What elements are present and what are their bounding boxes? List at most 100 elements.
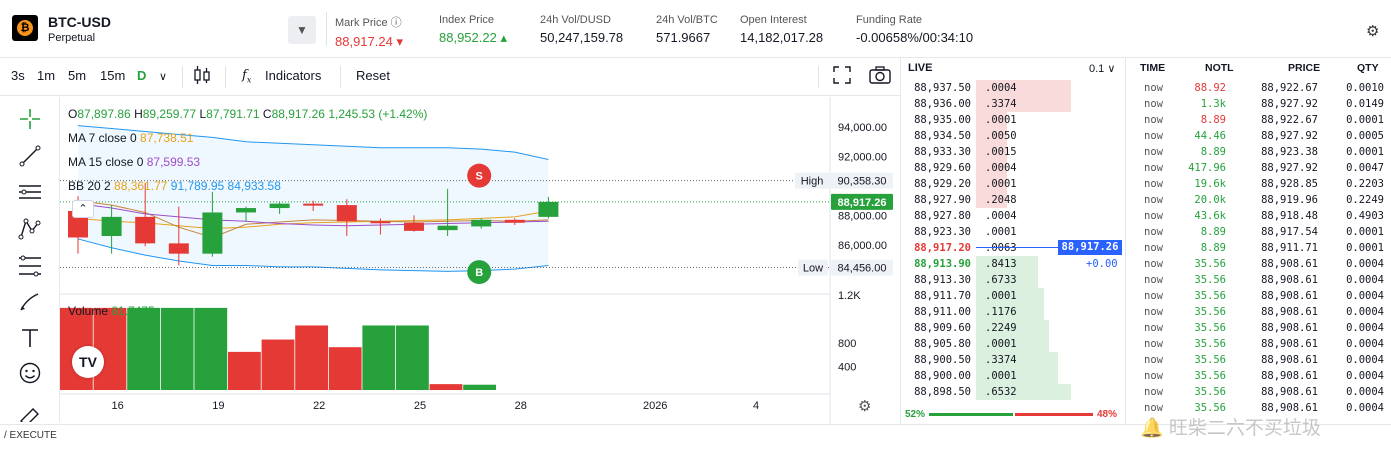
ask-row[interactable]: 88,929.60 .0004	[901, 160, 1126, 176]
interval-1m[interactable]: 1m	[37, 68, 56, 83]
function-fx-icon[interactable]: fx	[242, 68, 252, 85]
ask-row[interactable]: 88,929.20 .0001	[901, 176, 1126, 192]
interval-d[interactable]: D	[137, 68, 147, 83]
trade-time: now	[1144, 82, 1163, 94]
qty-bar	[985, 145, 987, 159]
trend-line-icon[interactable]	[18, 144, 42, 168]
trade-qty: 0.0149	[1346, 98, 1384, 110]
orderbook-step-select[interactable]: 0.1 ∨	[1089, 63, 1116, 75]
stat-label: 24h Vol/BTC	[656, 14, 718, 26]
emoji-icon[interactable]	[18, 361, 42, 385]
depth-bar	[976, 96, 1071, 112]
ask-row[interactable]: 88,927.80 .0004	[901, 208, 1126, 224]
bb-legend[interactable]: BB 20 2 88,361.77 91,789.95 84,933.58	[68, 179, 281, 193]
bid-row[interactable]: 88,909.60 .2249	[901, 320, 1126, 336]
bid-row[interactable]: 88,898.50 .6532	[901, 384, 1126, 400]
trade-row: now 35.56 88,908.61 0.0004	[1126, 256, 1391, 272]
orderbook-price: 88,900.50	[914, 354, 971, 366]
interval-more-chevron-icon[interactable]: ∨	[159, 71, 168, 83]
interval-3s[interactable]: 3s	[11, 68, 25, 83]
qty-bar	[985, 161, 987, 175]
orderbook-price: 88,917.20	[914, 242, 971, 254]
orderbook-qty: .6733	[985, 273, 1017, 287]
qty-bar	[985, 321, 993, 335]
indicators-button[interactable]: Indicators	[265, 68, 322, 83]
depth-bar	[976, 256, 1038, 272]
ask-row[interactable]: 88,933.30 .0015	[901, 144, 1126, 160]
ask-row[interactable]: 88,936.00 .3374	[901, 96, 1126, 112]
interval-15m[interactable]: 15m	[100, 68, 126, 83]
bid-row[interactable]: 88,900.00 .0001	[901, 368, 1126, 384]
orderbook-qty: .0001	[985, 177, 1017, 191]
chart-settings-gear-icon[interactable]: ⚙	[858, 398, 872, 415]
bid-row[interactable]: 88,905.80 .0001	[901, 336, 1126, 352]
collapse-legend-button[interactable]: ⌃	[72, 200, 94, 218]
execute-label[interactable]: / EXECUTE	[4, 430, 57, 441]
bb-label: BB 20 2	[68, 179, 111, 193]
text-icon[interactable]	[18, 326, 42, 350]
qty-bar	[985, 81, 987, 95]
ask-row[interactable]: 88,927.90 .2048	[901, 192, 1126, 208]
ask-row[interactable]: 88,923.30 .0001	[901, 224, 1126, 240]
bid-row[interactable]: 88,913.90 .8413	[901, 256, 1126, 272]
ask-row[interactable]: 88,937.50 .0004	[901, 80, 1126, 96]
depth-bar	[976, 160, 1008, 176]
orderbook-price: 88,911.70	[914, 290, 971, 302]
volume-bar	[228, 351, 261, 390]
horizontal-lines-icon[interactable]	[18, 181, 42, 205]
trade-time: now	[1144, 98, 1163, 110]
high-label-box	[795, 172, 829, 189]
orderbook-qty: .0004	[985, 209, 1017, 223]
toolbar-divider	[225, 66, 226, 88]
trade-row: now 1.3k 88,927.92 0.0149	[1126, 96, 1391, 112]
orderbook-qty: .0001	[985, 337, 1017, 351]
bb-basis-line	[77, 210, 549, 230]
tradingview-logo[interactable]: TV	[72, 346, 104, 378]
reset-button[interactable]: Reset	[356, 68, 390, 83]
depth-bar	[976, 336, 1050, 352]
orderbook-live-label: LIVE	[908, 62, 933, 74]
price-chart[interactable]: 94,000.00 92,000.00 88,000.00 86,000.00 1.2K…	[60, 97, 900, 424]
bid-row[interactable]: 88,911.70 .0001	[901, 288, 1126, 304]
trade-notional: 417.96	[1188, 162, 1226, 174]
pattern-icon[interactable]	[18, 217, 42, 241]
trade-qty: 0.2249	[1346, 194, 1384, 206]
gear-icon[interactable]: ⚙	[1366, 23, 1380, 40]
volume-value: 81.7475	[111, 304, 155, 318]
camera-icon[interactable]	[869, 65, 891, 88]
stat-24h-vol-btc: 24h Vol/BTC 571.9667	[656, 14, 718, 45]
brush-icon[interactable]	[18, 290, 42, 314]
trade-time: now	[1144, 354, 1163, 366]
depth-bar	[976, 176, 1008, 192]
crosshair-icon[interactable]	[18, 107, 42, 131]
ask-row[interactable]: 88,935.00 .0001	[901, 112, 1126, 128]
bid-row[interactable]: 88,900.50 .3374	[901, 352, 1126, 368]
candle-type-button[interactable]	[193, 64, 211, 89]
ruler-icon[interactable]	[18, 403, 42, 422]
pair-selector-button[interactable]: ▼	[288, 16, 316, 44]
trade-price: 88,928.85	[1261, 178, 1318, 190]
mid-row[interactable]: 88,917.20 .0063	[901, 240, 1126, 256]
price-tick-label: 94,000.00	[838, 122, 887, 134]
interval-5m[interactable]: 5m	[68, 68, 87, 83]
fullscreen-icon[interactable]	[833, 66, 851, 87]
bid-row[interactable]: 88,911.00 .1176	[901, 304, 1126, 320]
fibonacci-icon[interactable]	[18, 254, 42, 278]
trade-price: 88,908.61	[1261, 338, 1318, 350]
ma7-legend[interactable]: MA 7 close 0 87,738.51	[68, 131, 193, 145]
trade-price: 88,908.61	[1261, 258, 1318, 270]
ma15-value: 87,599.53	[146, 155, 201, 169]
qty-bar	[985, 177, 987, 191]
qty-bar	[985, 337, 987, 351]
ma7-label: MA 7 close 0	[68, 131, 137, 145]
orderbook-qty: .0001	[985, 289, 1017, 303]
stat-value: -0.00658%/00:34:10	[856, 30, 974, 45]
ask-row[interactable]: 88,934.50 .0050	[901, 128, 1126, 144]
bid-row[interactable]: 88,913.30 .6733	[901, 272, 1126, 288]
bollinger-band-layer	[77, 125, 549, 272]
trade-notional: 35.56	[1194, 370, 1226, 382]
trade-price: 88,927.92	[1261, 130, 1318, 142]
stat-label: 24h Vol/DUSD	[540, 14, 611, 26]
orderbook-price: 88,913.30	[914, 274, 971, 286]
ma15-legend[interactable]: MA 15 close 0 87,599.53	[68, 155, 200, 169]
